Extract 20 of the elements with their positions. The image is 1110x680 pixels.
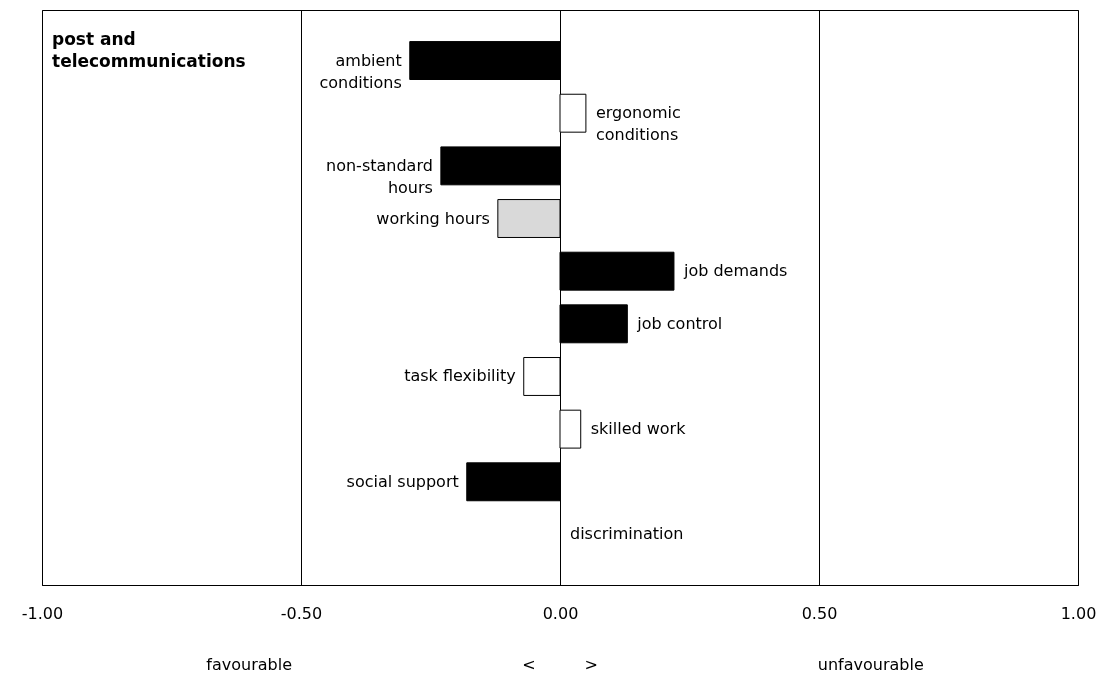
x-tick-label: 0.00 xyxy=(542,603,579,623)
y-tick-label: social support xyxy=(346,471,459,491)
text: unfavourable xyxy=(817,655,924,674)
text: < xyxy=(522,655,536,674)
y-tick-label: working hours xyxy=(376,208,490,228)
y-tick-label: job demands xyxy=(682,261,788,281)
x-tick-label: -0.50 xyxy=(280,603,323,623)
y-tick-label: job control xyxy=(636,313,723,333)
y-tick-label: discrimination xyxy=(570,524,684,544)
y-tick-label: non-standard hours xyxy=(326,155,433,197)
x-tick-label: -1.00 xyxy=(21,603,64,623)
y-tick-label: task flexibility xyxy=(404,366,516,386)
y-tick-label: ergonomic conditions xyxy=(595,103,681,145)
x-tick-label: 1.00 xyxy=(1060,603,1097,623)
text: favourable xyxy=(206,655,293,674)
y-tick-label: skilled work xyxy=(590,419,687,439)
text: post and telecommunications xyxy=(52,29,246,71)
text: > xyxy=(584,655,598,674)
y-tick-label: ambient conditions xyxy=(319,50,402,92)
x-tick-label: 0.50 xyxy=(801,603,838,623)
